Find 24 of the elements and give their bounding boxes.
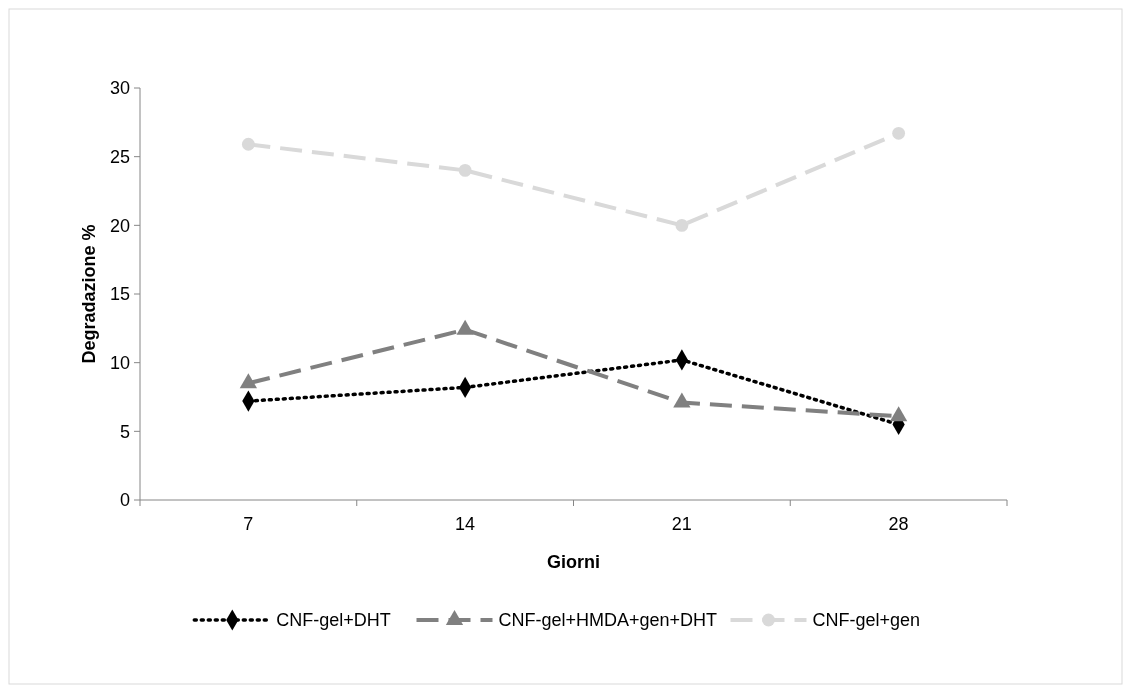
point [239, 373, 258, 389]
x-tick-label: 7 [243, 514, 254, 534]
y-tick-label: 25 [109, 146, 130, 167]
point [675, 218, 689, 232]
point [458, 163, 472, 177]
point [673, 392, 691, 408]
y-axis-title: Degradazione % [79, 224, 99, 364]
point [456, 319, 474, 335]
y-tick-label: 30 [109, 78, 130, 99]
x-tick-label: 28 [888, 514, 909, 534]
point [241, 137, 255, 151]
y-tick-label: 10 [109, 352, 130, 373]
point [889, 406, 908, 422]
x-axis-title: Giorni [547, 552, 600, 572]
legend-label: CNF-gel+DHT [276, 610, 391, 631]
y-tick-label: 20 [109, 215, 130, 236]
y-tick-label: 5 [119, 421, 130, 442]
point [892, 126, 906, 140]
x-tick-label: 14 [455, 514, 476, 534]
y-tick-label: 15 [109, 284, 130, 305]
legend-label: CNF-gel+HMDA+gen+DHT [498, 610, 718, 631]
y-tick-label: 0 [119, 490, 130, 511]
x-tick-label: 21 [671, 514, 692, 534]
legend-label: CNF-gel+gen [812, 610, 921, 631]
